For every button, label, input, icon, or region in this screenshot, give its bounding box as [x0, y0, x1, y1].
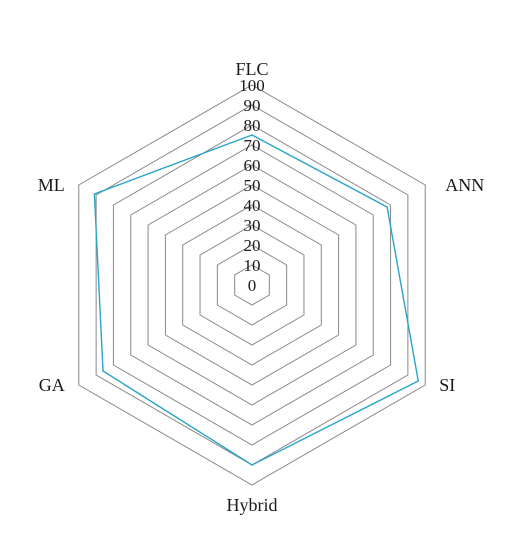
grid-ring-20 [216, 244, 288, 326]
grid-ring-30 [199, 224, 305, 346]
tick-label-70: 70 [244, 136, 261, 155]
series-point-hybrid [251, 464, 253, 466]
tick-label-90: 90 [244, 96, 261, 115]
series-point-ml [93, 193, 96, 195]
tick-label-10: 10 [244, 256, 261, 275]
grid-ring-10 [234, 264, 270, 306]
tick-label-20: 20 [244, 236, 261, 255]
tick-label-40: 40 [244, 196, 261, 215]
series-point-ga [102, 370, 104, 372]
axis-label-ga: GA [39, 375, 65, 395]
axis-label-si: SI [439, 375, 455, 395]
series-point-flc [251, 134, 253, 136]
axis-labels: FLC ANN SI Hybrid GA ML [38, 59, 484, 515]
series-point-ann [386, 206, 388, 208]
tick-label-30: 30 [244, 216, 261, 235]
grid-ring-40 [182, 204, 322, 366]
grid-ring-80 [112, 124, 392, 446]
tick-label-100: 100 [239, 76, 265, 95]
tick-label-80: 80 [244, 116, 261, 135]
tick-label-0: 0 [248, 276, 257, 295]
tick-label-60: 60 [244, 156, 261, 175]
axis-label-ml: ML [38, 175, 65, 195]
axis-label-flc: FLC [235, 59, 268, 79]
radar-series [93, 134, 420, 466]
series-point-si [417, 380, 420, 382]
axis-label-hybrid: Hybrid [227, 495, 278, 515]
grid-ring-60 [147, 164, 357, 406]
grid-ring-100 [78, 84, 426, 486]
axis-label-ann: ANN [445, 175, 484, 195]
grid-ring-70 [130, 144, 374, 426]
tick-label-50: 50 [244, 176, 261, 195]
grid-ring-50 [164, 184, 340, 386]
